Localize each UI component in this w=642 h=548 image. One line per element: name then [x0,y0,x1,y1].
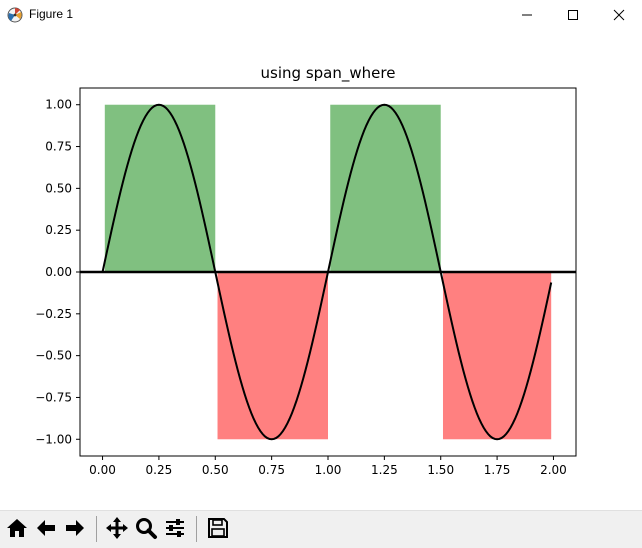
maximize-icon [568,10,578,20]
maximize-button[interactable] [550,0,596,30]
chart: using span_where 0.00 0.25 0.50 0.75 1.00 1.2… [35,64,577,477]
y-axis: 1.00 0.75 0.50 0.25 0.00 −0.25 −0.50 −0.75 −1.00 [35,98,80,446]
save-button[interactable] [205,515,231,541]
close-icon [613,9,625,21]
window-title-bar: Figure 1 [0,0,642,30]
y-tick-label: −0.75 [35,390,72,404]
y-tick-label: 0.25 [45,223,72,237]
matplotlib-logo-icon [7,7,23,23]
x-tick-label: 1.25 [371,463,398,477]
figure-canvas[interactable]: using span_where 0.00 0.25 0.50 0.75 1.00 1.2… [0,30,642,510]
back-button[interactable] [33,515,59,541]
home-icon [7,519,27,537]
x-tick-label: 0.50 [202,463,229,477]
span-4 [442,272,552,440]
y-tick-label: 0.00 [45,265,72,279]
chart-title: using span_where [261,64,396,83]
home-button[interactable] [4,515,30,541]
y-tick-label: 1.00 [45,98,72,112]
pan-icon [106,517,128,539]
forward-arrow-icon [66,520,84,536]
configure-subplots-button[interactable] [162,515,188,541]
x-tick-label: 1.75 [484,463,511,477]
spans-layer [104,104,552,440]
y-tick-label: −0.50 [35,349,72,363]
toolbar-separator [96,516,97,542]
toolbar-separator [196,516,197,542]
back-arrow-icon [37,520,55,536]
pan-button[interactable] [104,515,130,541]
series-line-1 [101,103,553,441]
x-axis: 0.00 0.25 0.50 0.75 1.00 1.25 1.50 1.75 2.00 [89,456,567,477]
y-tick-label: 0.75 [45,140,72,154]
window-title: Figure 1 [29,7,74,21]
y-tick-label: −1.00 [35,432,72,446]
x-tick-label: 1.50 [427,463,454,477]
minimize-button[interactable] [504,0,550,30]
x-tick-label: 0.00 [89,463,116,477]
x-tick-label: 0.25 [146,463,173,477]
navigation-toolbar [0,510,642,548]
lines-layer [80,103,576,441]
y-tick-label: −0.25 [35,307,72,321]
zoom-icon [136,518,157,539]
y-tick-label: 0.50 [45,181,72,195]
forward-button[interactable] [62,515,88,541]
save-icon [208,518,228,538]
configure-subplots-icon [166,519,184,537]
minimize-icon [522,14,532,16]
x-tick-label: 2.00 [540,463,567,477]
x-tick-label: 0.75 [258,463,285,477]
x-tick-label: 1.00 [315,463,342,477]
close-button[interactable] [596,0,642,30]
zoom-button[interactable] [133,515,159,541]
